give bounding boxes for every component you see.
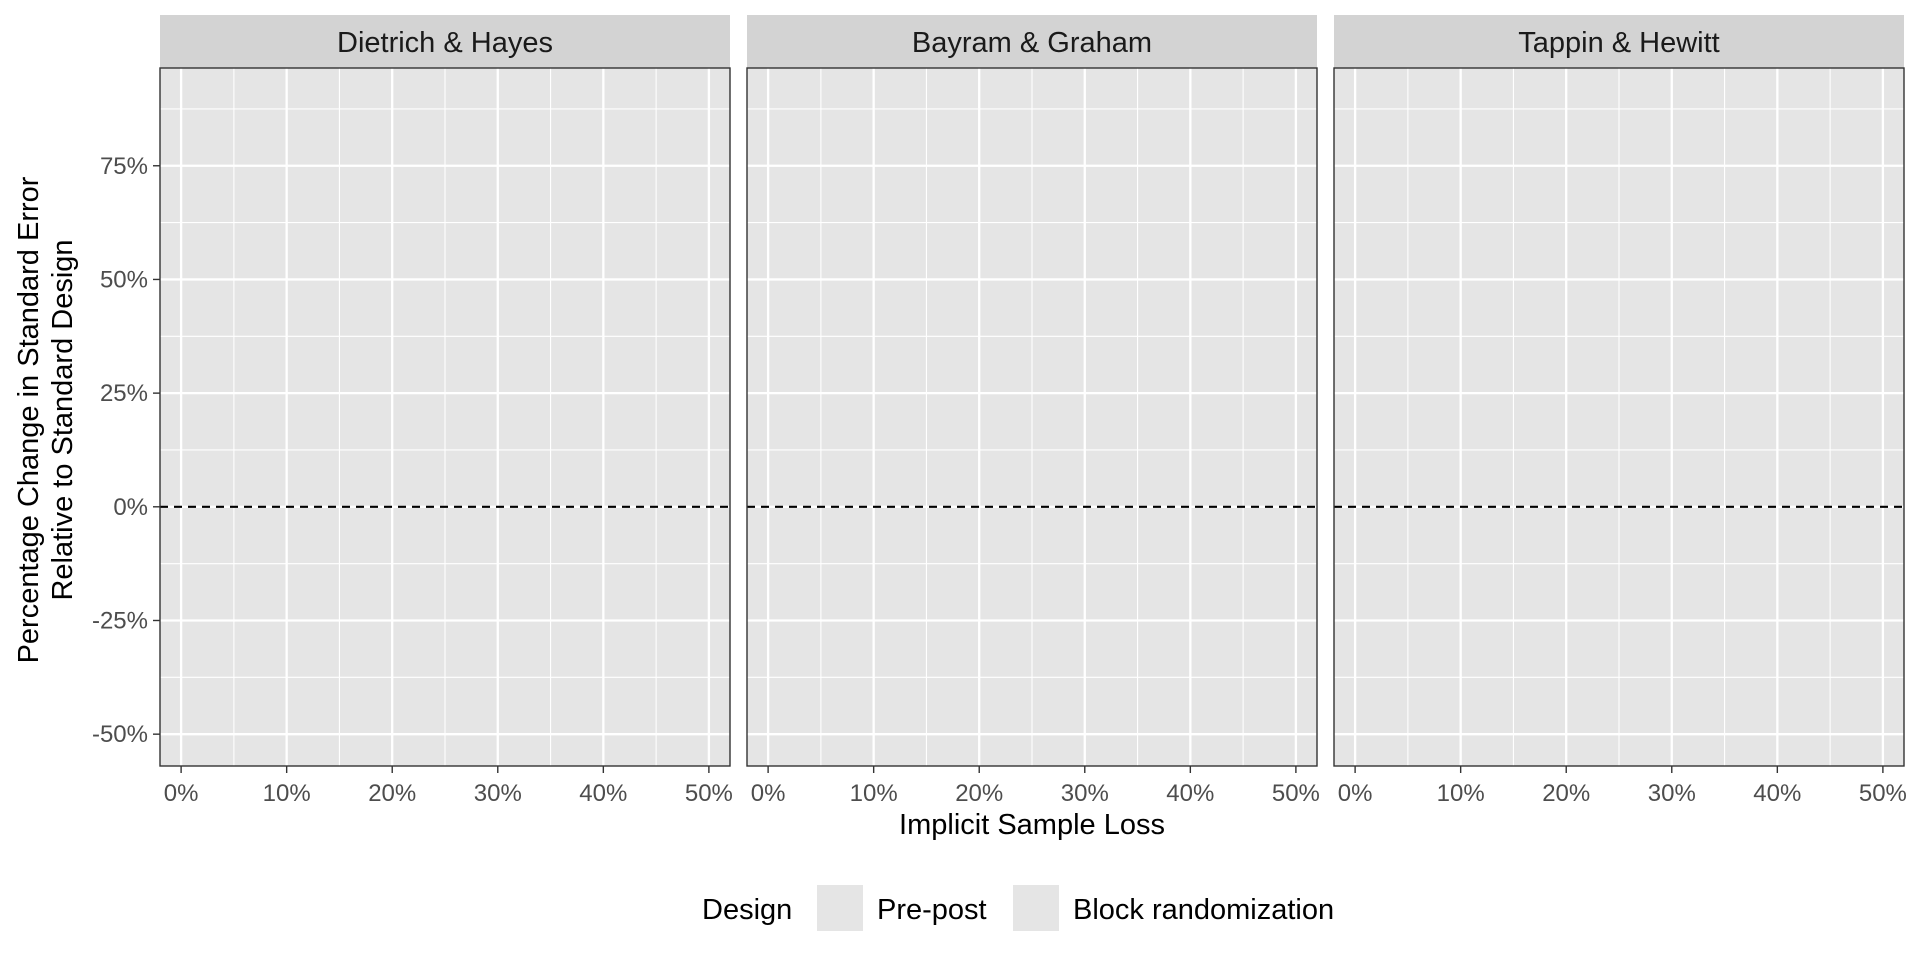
panel-border [1333,67,1905,767]
x-tick-label: 40% [579,780,627,807]
panel-border [746,67,1318,767]
x-tick-label: 0% [1338,780,1373,807]
legend-key-block-randomization [1013,885,1059,931]
facet-strip [747,15,1317,68]
facet-strip [160,15,730,68]
x-tick-label: 0% [164,780,199,807]
y-tick-label: 0% [113,494,148,521]
x-tick-label: 50% [685,780,733,807]
y-tick-label: 50% [100,266,148,293]
x-tick-label: 40% [1166,780,1214,807]
legend-title: Design [702,894,792,926]
x-tick-label: 30% [1061,780,1109,807]
x-axis-title: Implicit Sample Loss [899,809,1165,841]
panel-border [159,67,731,767]
y-axis: -50% -25% 0% 25% 50% 75% [92,153,160,748]
x-tick-label: 0% [751,780,786,807]
legend-label-block-randomization: Block randomization [1073,894,1334,926]
facet-strip-label: Dietrich & Hayes [337,27,553,59]
x-tick-label: 20% [368,780,416,807]
facet-strip [1334,15,1904,68]
y-axis-title-line-1: Percentage Change in Standard Error [13,176,45,663]
legend-label-pre-post: Pre-post [877,894,987,926]
y-axis-title-line-2: Relative to Standard Design [47,239,79,600]
y-tick-label: 75% [100,153,148,180]
x-tick-label: 50% [1272,780,1320,807]
legend: Design Pre-post Block randomization [702,885,1334,931]
y-tick-label: 25% [100,380,148,407]
x-tick-label: 50% [1859,780,1907,807]
x-tick-label: 10% [263,780,311,807]
x-tick-label: 10% [1437,780,1485,807]
y-tick-label: -25% [92,607,148,634]
y-tick-label: -50% [92,721,148,748]
facet-panel: Tappin & Hewitt 0% 10% 20% 30% 40% 50% [1333,15,1907,807]
facet-strip-label: Bayram & Graham [912,27,1152,59]
x-tick-label: 20% [955,780,1003,807]
x-tick-label: 10% [850,780,898,807]
x-tick-label: 30% [1648,780,1696,807]
legend-key-pre-post [817,885,863,931]
facet-panel: Bayram & Graham 0% 10% 20% 30% 40% 50% [746,15,1320,807]
facet-panel: Dietrich & Hayes 0% 10% 20% 30% 40% 50% [159,15,733,807]
x-tick-label: 30% [474,780,522,807]
facet-strip-label: Tappin & Hewitt [1518,27,1720,59]
x-tick-label: 20% [1542,780,1590,807]
x-tick-label: 40% [1753,780,1801,807]
